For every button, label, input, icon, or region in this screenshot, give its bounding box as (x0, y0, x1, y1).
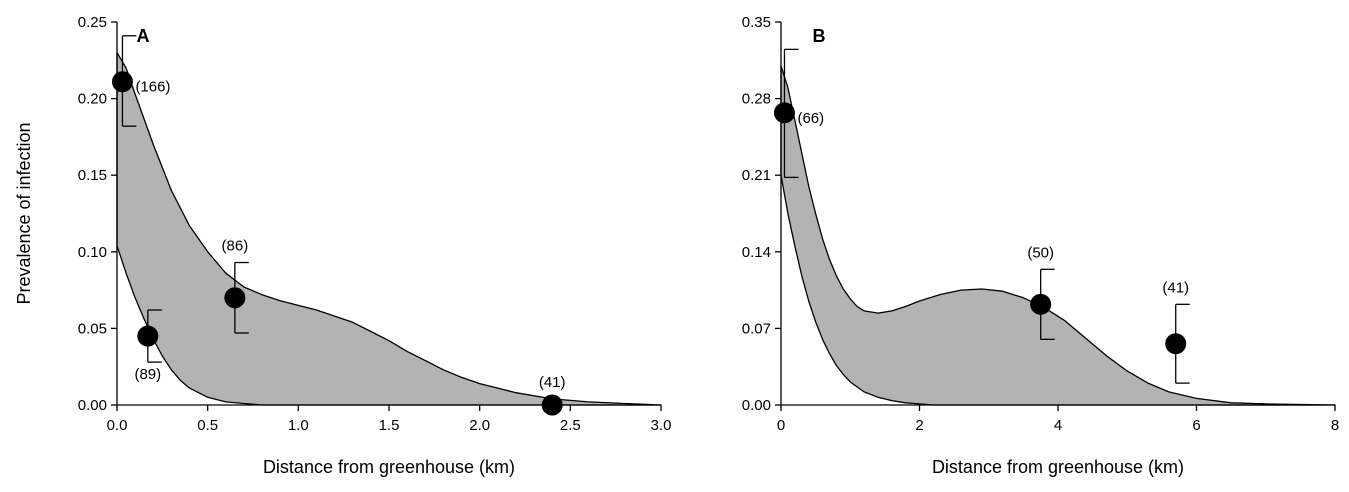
data-point (111, 71, 133, 93)
panel-letter: A (137, 26, 150, 46)
x-tick-label: 6 (1192, 417, 1200, 434)
confidence-band (780, 65, 1336, 406)
x-tick-label: 0 (777, 417, 785, 434)
y-axis-title: Prevalence of infection (14, 122, 34, 304)
sample-size-label: (166) (135, 79, 170, 96)
y-tick-label: 0.07 (742, 320, 771, 337)
x-tick-label: 1.5 (379, 417, 400, 434)
x-tick-label: 2 (915, 417, 923, 434)
panel-a: 0.0 0.5 1.0 1.5 2.0 2.5 3.0 0.00 0.05 0.10 0.15 0.2… (14, 14, 671, 477)
x-tick-label: 0.0 (107, 417, 128, 434)
x-tick-label: 0.5 (197, 417, 218, 434)
y-tick-label: 0.28 (742, 91, 771, 108)
y-tick-label: 0.05 (78, 320, 107, 337)
x-tick-label: 8 (1331, 417, 1339, 434)
y-tick-label: 0.35 (742, 14, 771, 31)
data-point (541, 394, 563, 416)
sample-size-label: (86) (222, 238, 249, 255)
sample-size-label: (50) (1027, 244, 1054, 261)
y-tick-label: 0.14 (742, 244, 771, 261)
data-point (773, 102, 795, 124)
sample-size-label: (41) (1162, 279, 1189, 296)
y-tick-label: 0.10 (78, 244, 107, 261)
data-point (1030, 293, 1052, 315)
x-tick-label: 4 (1054, 417, 1062, 434)
x-tick-label: 1.0 (288, 417, 309, 434)
panel-b: 0 2 4 6 8 0.00 0.07 0.14 0.21 0.28 0.35 Distance fr… (742, 14, 1339, 477)
data-point (1165, 333, 1187, 355)
x-axis-title: Distance from greenhouse (km) (932, 457, 1184, 477)
y-tick-label: 0.00 (742, 397, 771, 414)
y-tick-label: 0.21 (742, 167, 771, 184)
sample-size-label: (89) (134, 366, 161, 383)
panel-letter: B (813, 26, 826, 46)
data-point (224, 287, 246, 309)
y-tick-label: 0.25 (78, 14, 107, 31)
sample-size-label: (41) (539, 374, 566, 391)
x-axis-title: Distance from greenhouse (km) (263, 457, 515, 477)
data-point (137, 325, 159, 347)
y-tick-label: 0.15 (78, 167, 107, 184)
x-tick-label: 2.5 (560, 417, 581, 434)
x-tick-label: 2.0 (469, 417, 490, 434)
y-tick-label: 0.20 (78, 91, 107, 108)
sample-size-label: (66) (797, 110, 824, 127)
x-tick-label: 3.0 (651, 417, 672, 434)
y-tick-label: 0.00 (78, 397, 107, 414)
confidence-band (116, 51, 662, 406)
